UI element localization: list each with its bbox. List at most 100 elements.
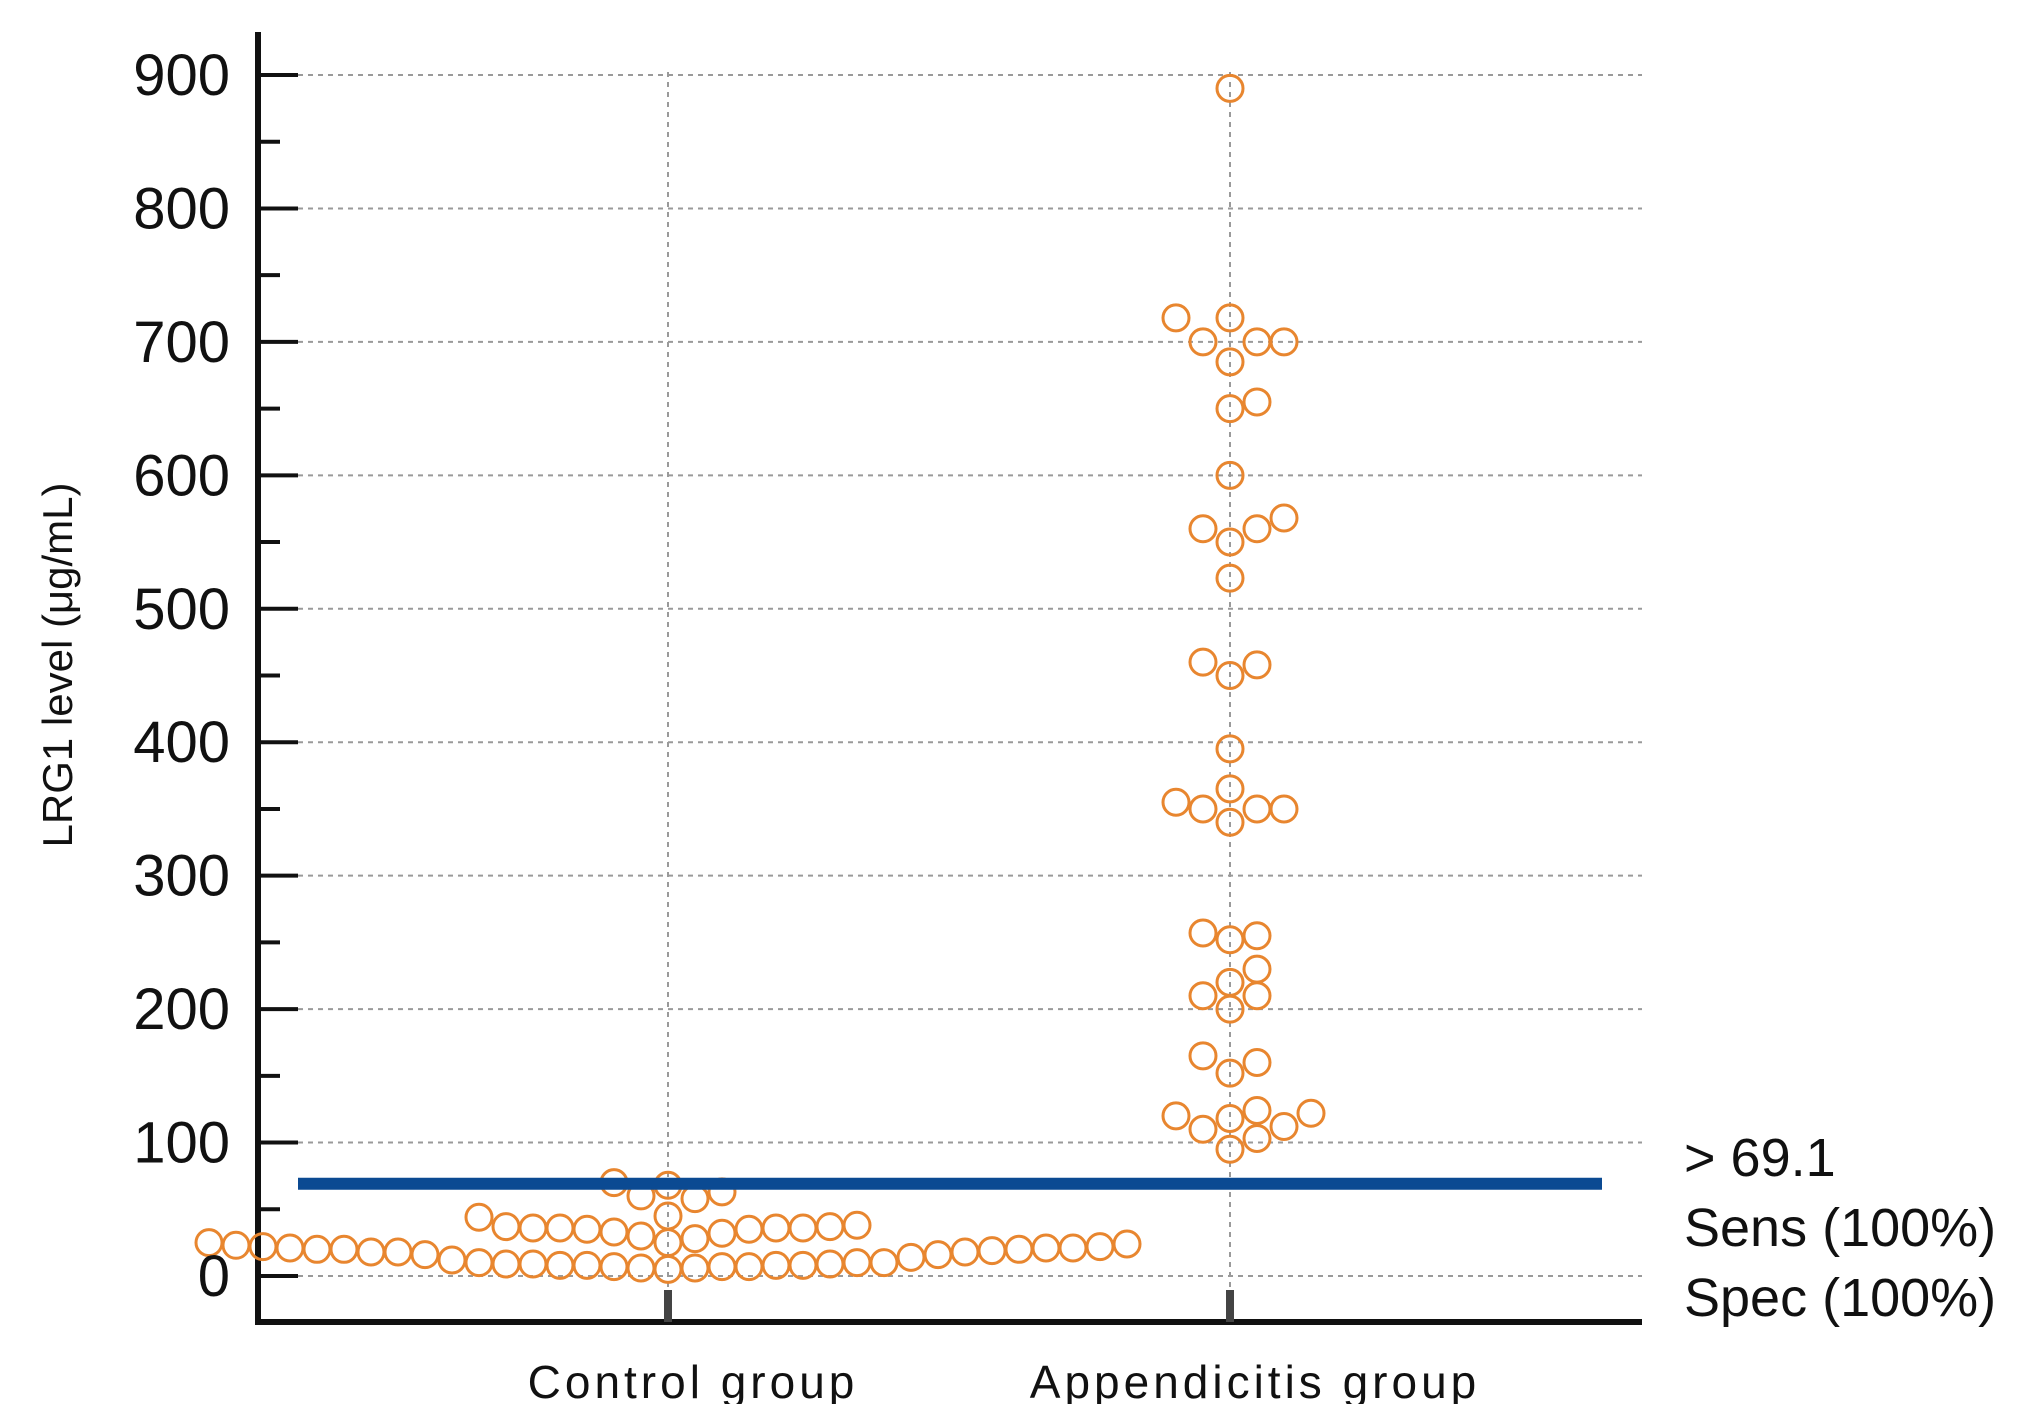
data-point (464, 1202, 494, 1232)
data-point (1296, 1098, 1326, 1128)
y-tick-label: 900 (133, 43, 230, 108)
y-tick-label: 400 (133, 710, 230, 775)
data-point (1242, 1096, 1272, 1126)
data-point (1085, 1232, 1115, 1262)
data-point (1004, 1234, 1034, 1264)
data-point (1269, 794, 1299, 824)
data-point (1215, 347, 1245, 377)
data-point (1215, 734, 1245, 764)
data-point (383, 1237, 413, 1267)
data-point (761, 1250, 791, 1280)
data-point (1269, 1112, 1299, 1142)
data-point (680, 1253, 710, 1283)
data-point (1188, 514, 1218, 544)
data-point (1188, 794, 1218, 824)
data-point (1269, 327, 1299, 357)
data-point (788, 1213, 818, 1243)
data-point (545, 1250, 575, 1280)
data-point (1215, 925, 1245, 955)
data-point (1215, 394, 1245, 424)
data-point (1242, 387, 1272, 417)
y-tick-label: 800 (133, 176, 230, 241)
data-point (1215, 807, 1245, 837)
data-point (1215, 1134, 1245, 1164)
data-point (1215, 527, 1245, 557)
data-point (1242, 921, 1272, 951)
data-point (815, 1249, 845, 1279)
data-point (1188, 327, 1218, 357)
data-point (545, 1213, 575, 1243)
data-point (410, 1240, 440, 1270)
data-point (842, 1248, 872, 1278)
y-axis-label: LRG1 level (μg/mL) (34, 483, 81, 848)
data-point (680, 1224, 710, 1254)
data-point (464, 1248, 494, 1278)
cutoff-annotation: > 69.1 (1684, 1128, 1836, 1188)
y-tick-label: 300 (133, 844, 230, 909)
y-tick-label: 700 (133, 310, 230, 375)
data-point (923, 1240, 953, 1270)
data-point (653, 1254, 683, 1284)
data-point (950, 1237, 980, 1267)
data-point (1215, 774, 1245, 804)
data-point (1242, 794, 1272, 824)
data-point (329, 1234, 359, 1264)
data-point (1161, 1101, 1191, 1131)
data-point (302, 1234, 332, 1264)
data-point (761, 1213, 791, 1243)
data-point (1112, 1229, 1142, 1259)
cutoff-annotation: Spec (100%) (1684, 1268, 1996, 1328)
data-point (599, 1252, 629, 1282)
data-point (1031, 1233, 1061, 1263)
data-point (1161, 303, 1191, 333)
data-point (1215, 460, 1245, 490)
data-point (248, 1232, 278, 1262)
data-point (356, 1237, 386, 1267)
data-point (1215, 303, 1245, 333)
data-point (491, 1212, 521, 1242)
data-point (626, 1221, 656, 1251)
data-point (572, 1214, 602, 1244)
data-point (1242, 954, 1272, 984)
gridlines (258, 72, 1642, 1322)
y-tick-label: 0 (198, 1244, 230, 1309)
data-point (1242, 514, 1272, 544)
data-point (1188, 647, 1218, 677)
data-point (518, 1249, 548, 1279)
data-point (1188, 1041, 1218, 1071)
data-point (572, 1250, 602, 1280)
data-point (1188, 981, 1218, 1011)
data-point (896, 1242, 926, 1272)
data-point (1242, 650, 1272, 680)
data-point (599, 1217, 629, 1247)
data-point (1188, 918, 1218, 948)
data-point (707, 1218, 737, 1248)
data-point (1215, 967, 1245, 997)
data-point (1161, 787, 1191, 817)
x-category-label: Control group (528, 1356, 859, 1404)
data-point (1215, 73, 1245, 103)
cutoff-annotation: Sens (100%) (1684, 1198, 1996, 1258)
data-point (1242, 1047, 1272, 1077)
data-point (977, 1236, 1007, 1266)
data-point (869, 1248, 899, 1278)
x-category-label: Appendicitis group (1030, 1356, 1480, 1404)
data-point (1058, 1233, 1088, 1263)
data-point (437, 1245, 467, 1275)
data-point (626, 1253, 656, 1283)
labels: LRG1 level (μg/mL) 0 100 200 300 400 500 600 70… (34, 43, 1996, 1404)
y-tick-label: 600 (133, 443, 230, 508)
data-point (194, 1228, 224, 1258)
data-point (788, 1250, 818, 1280)
data-point (1215, 1058, 1245, 1088)
y-tick-label: 500 (133, 577, 230, 642)
data-point (275, 1233, 305, 1263)
data-point (1215, 563, 1245, 593)
data-point (518, 1213, 548, 1243)
data-point (491, 1249, 521, 1279)
data-point (1269, 503, 1299, 533)
data-point (653, 1201, 683, 1231)
data-point (815, 1212, 845, 1242)
data-point (842, 1210, 872, 1240)
